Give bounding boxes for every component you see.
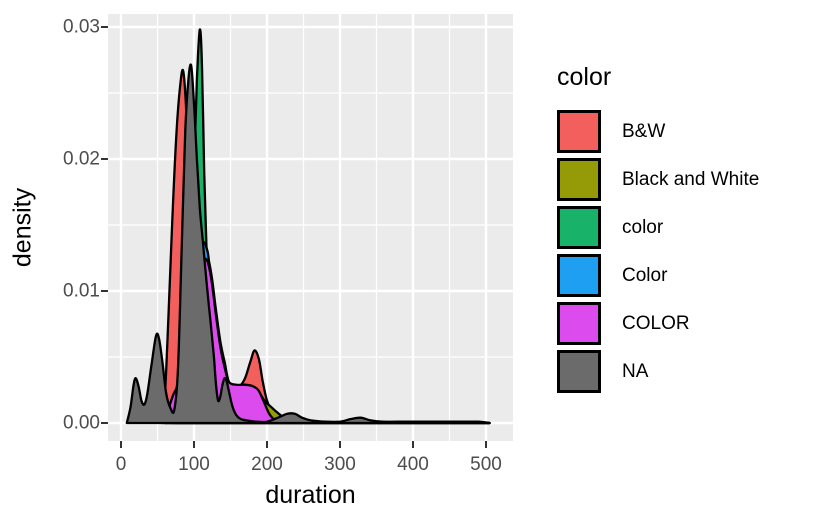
y-tick-label: 0.01 <box>63 280 100 302</box>
x-axis-title: duration <box>265 481 356 509</box>
y-axis-title: density <box>8 187 37 268</box>
x-tick-label: 500 <box>470 454 502 475</box>
legend-key-swatch <box>557 110 601 153</box>
x-tick-label: 100 <box>178 454 210 475</box>
x-tick-label: 200 <box>251 454 283 475</box>
legend-item-na: NA <box>557 350 759 393</box>
density-areas <box>125 28 491 425</box>
legend-key-label: Color <box>622 264 668 286</box>
legend-key-swatch <box>557 254 601 297</box>
legend-item-color: Color <box>557 254 759 297</box>
legend: color B&W Black and White color Color COLOR N… <box>557 62 759 398</box>
x-tick-label: 400 <box>397 454 429 475</box>
y-tick-label: 0.00 <box>63 412 100 434</box>
legend-key-swatch <box>557 302 601 345</box>
legend-key-swatch <box>557 350 601 393</box>
legend-key-label: Black and White <box>622 168 760 190</box>
y-tick-label: 0.03 <box>63 16 100 38</box>
legend-key-swatch <box>557 206 601 249</box>
legend-key-swatch <box>557 158 601 201</box>
x-tick-label: 300 <box>324 454 356 475</box>
legend-key-label: COLOR <box>622 312 690 334</box>
y-tick-label: 0.02 <box>63 148 100 170</box>
legend-items: B&W Black and White color Color COLOR NA <box>557 110 759 393</box>
legend-title: color <box>557 63 612 91</box>
legend-item-b-w: B&W <box>557 110 759 153</box>
legend-item-black-and-white: Black and White <box>557 158 759 201</box>
density-area-na <box>125 63 491 425</box>
legend-key-label: color <box>622 216 664 238</box>
legend-key-label: B&W <box>622 120 666 142</box>
legend-item-color: color <box>557 206 759 249</box>
legend-key-label: NA <box>622 360 649 382</box>
legend-item-color: COLOR <box>557 302 759 345</box>
x-tick-label: 0 <box>115 454 127 475</box>
